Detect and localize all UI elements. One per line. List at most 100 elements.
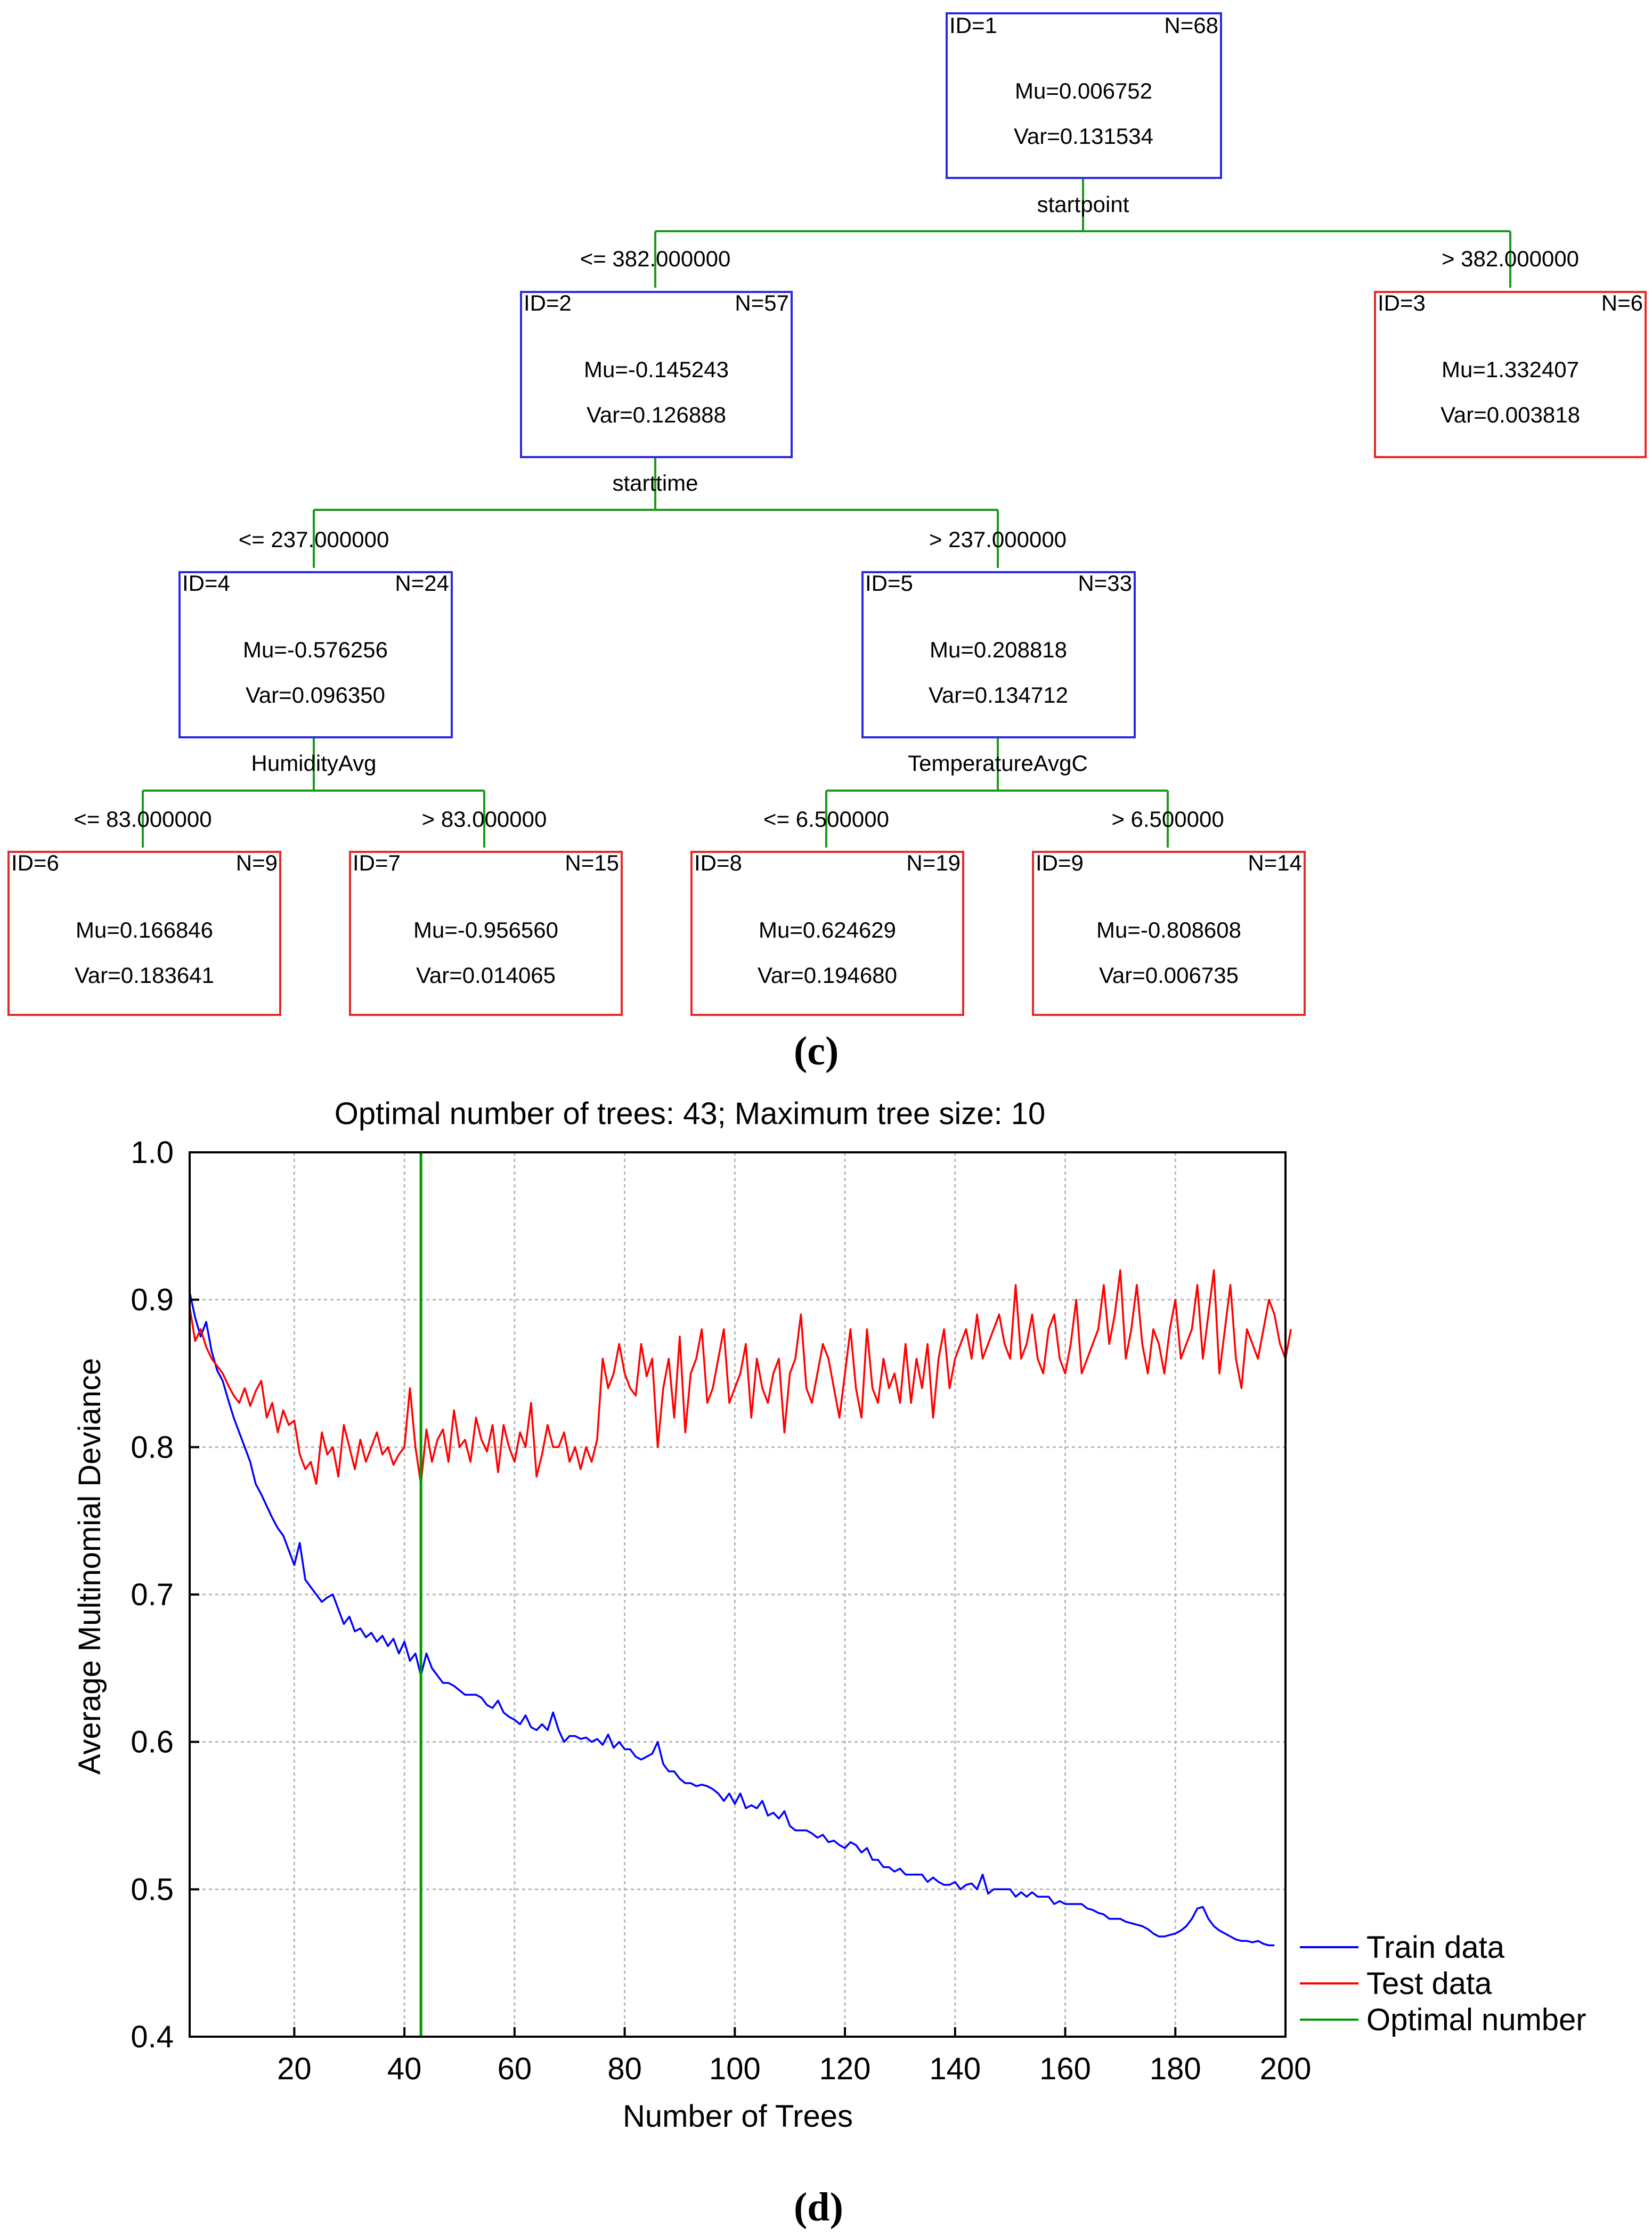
node-id: ID=4 <box>182 571 230 596</box>
split-threshold-left: <= 6.500000 <box>763 807 889 832</box>
panel-label-c: (c) <box>794 1029 839 1073</box>
regression-tree-diagram: ID=1 N=68 Mu=0.006752 Var=0.131534 ID=2 … <box>7 12 1647 1016</box>
y-tick-label: 0.9 <box>131 1283 174 1317</box>
node-mu: Mu=1.332407 <box>1442 357 1579 382</box>
node-var: Var=0.134712 <box>929 682 1068 707</box>
split-variable-label: starttime <box>612 470 698 495</box>
split-threshold-right: > 237.000000 <box>929 527 1067 552</box>
node-count: N=14 <box>1248 850 1302 875</box>
x-tick-label: 120 <box>819 2052 871 2086</box>
node-mu: Mu=-0.576256 <box>243 637 388 662</box>
node-count: N=6 <box>1601 290 1643 315</box>
node-5: ID=5 N=33 Mu=0.208818 Var=0.134712 <box>861 571 1136 738</box>
legend-label: Test data <box>1366 1966 1492 2001</box>
train-data-series-line <box>189 1292 1275 1947</box>
node-id: ID=3 <box>1378 290 1426 315</box>
node-mu: Mu=0.166846 <box>76 917 213 942</box>
x-tick-label: 80 <box>607 2052 642 2086</box>
node-box <box>1032 851 1306 1016</box>
y-tick-label: 0.5 <box>131 1872 174 1907</box>
x-tick-label: 200 <box>1260 2052 1312 2086</box>
node-id: ID=2 <box>524 290 572 315</box>
y-tick-label: 0.7 <box>131 1577 174 1612</box>
node-id: ID=1 <box>949 13 997 38</box>
node-box <box>520 291 793 458</box>
node-mu: Mu=0.208818 <box>930 637 1067 662</box>
series-lines <box>189 1152 1292 2037</box>
test-data-series-line <box>189 1269 1292 1485</box>
node-6: ID=6 N=9 Mu=0.166846 Var=0.183641 <box>7 850 281 1016</box>
split-threshold-left: <= 237.000000 <box>239 527 389 552</box>
node-box <box>7 851 281 1016</box>
node-box <box>946 12 1222 179</box>
node-mu: Mu=0.006752 <box>1015 78 1152 103</box>
node-count: N=33 <box>1078 571 1132 596</box>
node-box <box>861 571 1136 738</box>
x-tick-label: 160 <box>1039 2052 1091 2086</box>
node-2: ID=2 N=57 Mu=-0.145243 Var=0.126888 <box>520 290 793 458</box>
node-count: N=24 <box>395 571 449 596</box>
node-id: ID=7 <box>353 850 401 875</box>
legend-label: Train data <box>1366 1930 1505 1965</box>
node-id: ID=8 <box>694 850 742 875</box>
tree-edges <box>142 178 1511 848</box>
node-9: ID=9 N=14 Mu=-0.808608 Var=0.006735 <box>1032 850 1306 1016</box>
node-3: ID=3 N=6 Mu=1.332407 Var=0.003818 <box>1374 290 1647 458</box>
node-count: N=57 <box>735 290 789 315</box>
node-var: Var=0.014065 <box>416 963 556 988</box>
split-threshold-left: <= 382.000000 <box>580 246 731 271</box>
node-count: N=9 <box>236 850 278 875</box>
node-mu: Mu=-0.145243 <box>584 357 729 382</box>
node-var: Var=0.126888 <box>587 402 726 427</box>
y-tick-label: 0.8 <box>131 1430 174 1465</box>
split-threshold-right: > 6.500000 <box>1111 807 1224 832</box>
node-var: Var=0.003818 <box>1441 402 1580 427</box>
x-tick-label: 60 <box>498 2052 532 2086</box>
node-var: Var=0.183641 <box>75 963 214 988</box>
chart-title: Optimal number of trees: 43; Maximum tre… <box>335 1096 1046 1131</box>
node-var: Var=0.131534 <box>1014 124 1153 149</box>
node-count: N=19 <box>906 850 961 875</box>
split-variable-label: startpoint <box>1037 192 1129 217</box>
node-var: Var=0.006735 <box>1099 963 1239 988</box>
x-tick-label: 20 <box>277 2052 312 2086</box>
x-tick-label: 40 <box>387 2052 422 2086</box>
y-tick-label: 0.4 <box>131 2020 174 2054</box>
node-id: ID=5 <box>865 571 913 596</box>
node-mu: Mu=-0.956560 <box>413 917 558 942</box>
node-var: Var=0.194680 <box>758 963 897 988</box>
node-var: Var=0.096350 <box>246 682 385 707</box>
x-axis-title: Number of Trees <box>623 2099 853 2134</box>
x-tick-label: 100 <box>709 2052 761 2086</box>
x-tick-label: 140 <box>929 2052 981 2086</box>
tree-nodes: ID=1 N=68 Mu=0.006752 Var=0.131534 ID=2 … <box>7 12 1647 1016</box>
split-threshold-right: > 83.000000 <box>422 807 547 832</box>
x-tick-label: 180 <box>1150 2052 1201 2086</box>
y-tick-label: 1.0 <box>131 1135 174 1170</box>
node-count: N=68 <box>1164 13 1218 38</box>
node-4: ID=4 N=24 Mu=-0.576256 Var=0.096350 <box>178 571 453 738</box>
node-7: ID=7 N=15 Mu=-0.956560 Var=0.014065 <box>349 850 623 1016</box>
node-mu: Mu=-0.808608 <box>1096 917 1241 942</box>
split-variable-label: TemperatureAvgC <box>908 751 1088 776</box>
split-variable-label: HumidityAvg <box>251 751 377 776</box>
split-threshold-right: > 382.000000 <box>1442 246 1579 271</box>
node-count: N=15 <box>565 850 619 875</box>
y-tick-label: 0.6 <box>131 1725 174 1760</box>
split-threshold-left: <= 83.000000 <box>74 807 211 832</box>
legend-label: Optimal number <box>1366 2003 1586 2037</box>
y-axis-title: Average Multinomial Deviance <box>72 1358 107 1775</box>
node-box <box>690 851 964 1016</box>
node-id: ID=6 <box>11 850 59 875</box>
panel-label-d: (d) <box>794 2185 843 2230</box>
node-box <box>178 571 453 738</box>
node-box <box>349 851 623 1016</box>
node-mu: Mu=0.624629 <box>759 917 896 942</box>
axis-ticks: 20 40 60 80 100 120 140 160 180 200 0.4 0.5 0.6 0.7 0.… <box>131 1135 1311 2086</box>
tree-split-labels: startpoint <= 382.000000 > 382.000000 st… <box>74 192 1579 832</box>
node-8: ID=8 N=19 Mu=0.624629 Var=0.194680 <box>690 850 964 1016</box>
node-box <box>1374 291 1647 458</box>
node-id: ID=9 <box>1036 850 1084 875</box>
